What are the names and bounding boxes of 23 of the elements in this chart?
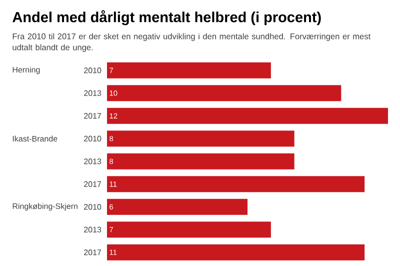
bar [107,85,342,102]
bar [107,244,365,260]
y-tick-label: 2013 [84,90,102,96]
y-tick-label: 2017 [84,113,102,119]
y-tick-label: 2010 [84,68,102,74]
y-tick-label: 2010 [84,204,102,210]
text: Ringkøbing-Skjern [12,203,78,211]
bar [107,153,294,170]
text: Herning [12,66,40,74]
bar [107,108,388,124]
chart-title: Andel med dårligt mentalt helbred (i procent) [12,10,321,26]
bar [107,62,271,78]
bar [107,198,248,215]
y-tick-label: 2017 [84,181,102,187]
bar [107,176,365,192]
y-tick-label: 2017 [84,250,102,256]
bar [107,222,271,238]
y-tick-label: 2010 [84,136,102,142]
y-tick-label: 2013 [84,158,102,164]
text: Ikast-Brande [12,136,58,142]
bar [107,130,294,147]
y-tick-label: 2013 [84,226,102,232]
chart-subtitle: Fra 2010 til 2017 er der sket en negativ udvikling i den mentale sundhed. Forværringen er mest udtalt blandt de unge. [12,33,371,52]
